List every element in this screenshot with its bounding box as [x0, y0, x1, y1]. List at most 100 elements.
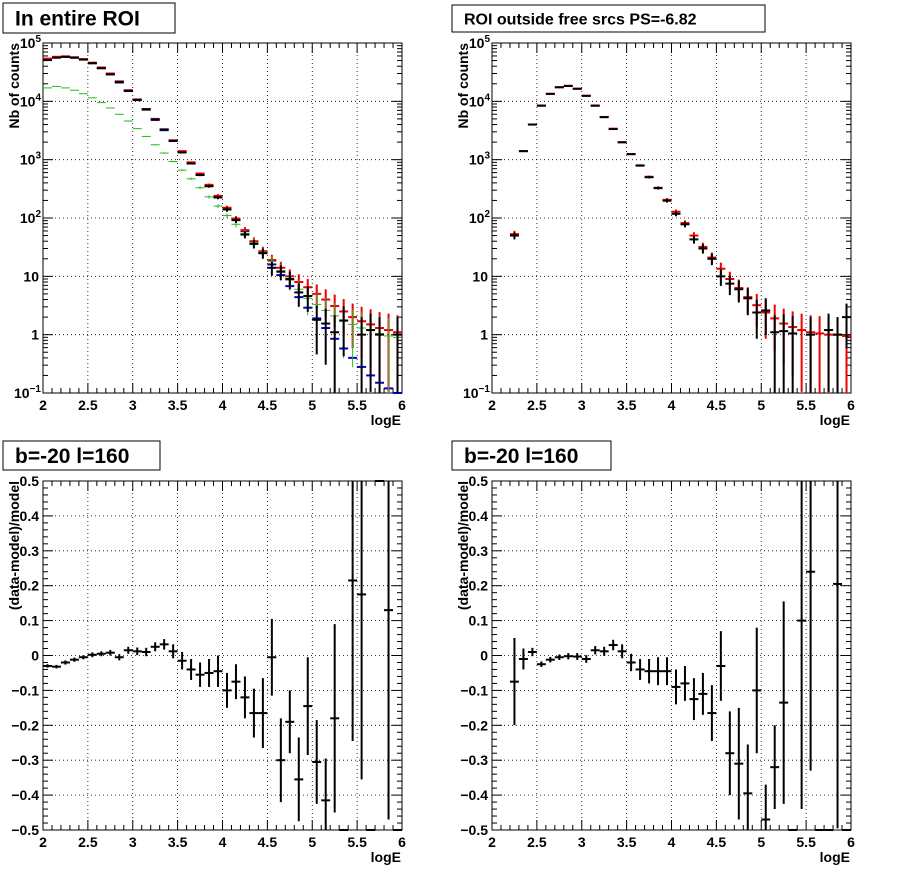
data-point	[635, 164, 645, 167]
title-box	[2, 440, 161, 471]
data-point	[150, 642, 160, 652]
data-point	[527, 123, 537, 126]
data-point	[231, 664, 241, 700]
data-point	[276, 265, 286, 281]
data-point	[743, 288, 753, 316]
data-point	[509, 638, 519, 726]
data-point	[761, 784, 771, 830]
data-point	[78, 655, 88, 660]
y-tick-label: −0.4	[11, 787, 39, 803]
chart-title: ROI outside free srcs PS=-6.82	[464, 11, 697, 28]
data-point	[60, 660, 70, 665]
data-point	[222, 213, 232, 219]
data-point	[159, 639, 169, 650]
x-tick-label: 2.5	[78, 834, 98, 850]
data-point	[590, 646, 600, 655]
y-tick-label: 10	[23, 268, 39, 284]
data-point	[608, 128, 618, 131]
y-tick-label: 10−1	[14, 384, 41, 401]
data-point	[312, 305, 322, 355]
data-point	[123, 120, 133, 122]
plot-frame	[491, 42, 852, 394]
data-point	[96, 102, 106, 104]
y-tick-label: 0.4	[469, 508, 489, 524]
data-point	[330, 624, 340, 813]
data-point	[348, 481, 358, 742]
x-axis-label: logE	[371, 849, 401, 865]
data-point	[249, 688, 259, 738]
y-tick-label: 0.2	[20, 578, 40, 594]
chart-title: b=-20 l=160	[464, 445, 578, 468]
data-point	[545, 656, 555, 663]
x-tick-label: 3	[129, 834, 137, 850]
data-point	[797, 313, 807, 392]
series-4	[43, 55, 402, 393]
data-point	[518, 150, 528, 153]
y-tick-label: 0.5	[20, 473, 40, 489]
data-point	[743, 744, 753, 830]
data-point	[752, 627, 762, 754]
data-point	[752, 299, 762, 339]
data-point	[815, 316, 825, 393]
data-point	[662, 198, 672, 203]
title-box	[2, 2, 176, 34]
x-tick-label: 3	[129, 397, 137, 413]
data-point	[563, 653, 573, 660]
x-tick-label: 2	[39, 397, 47, 413]
data-point	[671, 669, 681, 705]
x-tick-label: 3.5	[168, 834, 188, 850]
data-point	[680, 665, 690, 701]
data-point	[527, 647, 537, 657]
data-point	[141, 135, 151, 137]
y-tick-label: −0.2	[11, 717, 39, 733]
x-tick-label: 6	[398, 397, 406, 413]
data-point	[213, 204, 223, 209]
data-point	[599, 646, 609, 656]
data-point	[626, 653, 636, 672]
data-point	[204, 184, 214, 188]
chart-title: In entire ROI	[15, 8, 140, 31]
x-tick-label: 4.5	[707, 834, 727, 850]
data-point	[536, 661, 546, 668]
data-point	[770, 725, 780, 810]
data-point	[204, 658, 214, 687]
data-point	[132, 128, 142, 130]
data-point	[267, 618, 277, 696]
y-tick-label: 1	[480, 327, 488, 343]
data-point	[842, 303, 851, 349]
data-point	[294, 283, 304, 307]
y-tick-label: 0.3	[20, 543, 40, 559]
data-point	[357, 317, 367, 393]
x-tick-label: 2.5	[78, 397, 98, 413]
data-point	[159, 128, 169, 131]
data-point	[770, 315, 780, 393]
data-point	[114, 113, 124, 115]
data-point	[150, 118, 160, 121]
data-point	[87, 652, 97, 658]
x-tick-label: 4	[219, 834, 227, 850]
data-point	[734, 707, 744, 820]
y-tick-label: 0.3	[469, 543, 489, 559]
data-point	[195, 186, 205, 190]
data-point	[348, 309, 358, 368]
x-tick-label: 5.5	[347, 834, 367, 850]
data-point	[599, 116, 609, 119]
data-point	[393, 317, 402, 393]
data-point	[105, 107, 115, 109]
y-tick-label: 0.4	[20, 508, 40, 524]
data-point	[222, 672, 232, 708]
data-point	[716, 631, 726, 701]
x-tick-label: 5.5	[347, 397, 367, 413]
x-tick-label: 4.5	[258, 834, 278, 850]
y-tick-label: −0.1	[460, 682, 488, 698]
data-point	[285, 271, 295, 290]
data-point	[680, 221, 690, 228]
data-point	[509, 232, 519, 240]
data-point	[276, 718, 286, 803]
data-point	[159, 152, 169, 154]
data-point	[168, 160, 178, 163]
data-point	[366, 313, 376, 392]
x-tick-label: 2	[488, 834, 496, 850]
x-tick-label: 3.5	[168, 397, 188, 413]
data-point	[662, 657, 672, 686]
